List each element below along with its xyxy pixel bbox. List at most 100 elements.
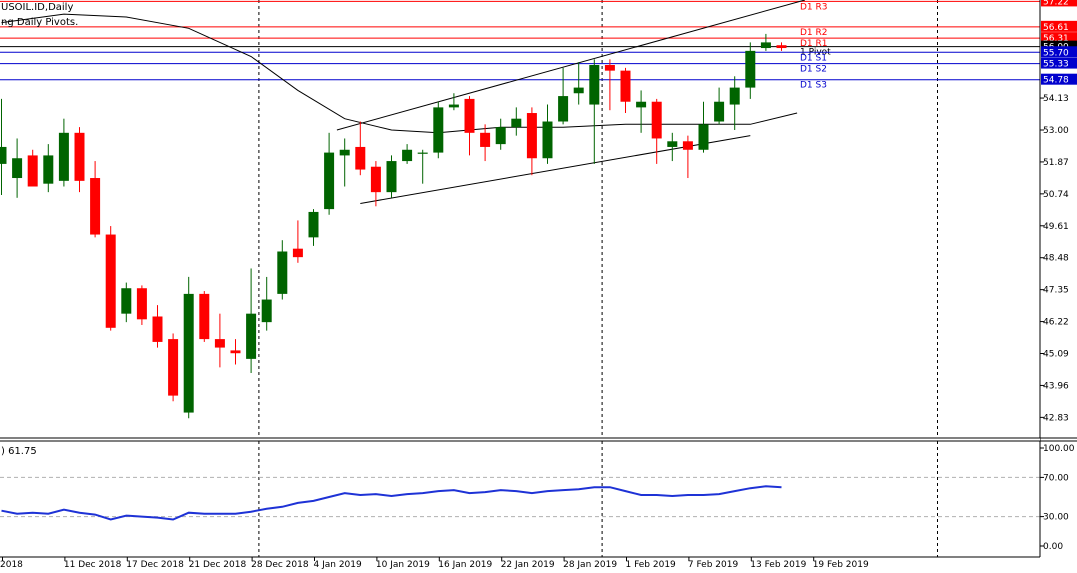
pivot-label: D1 R3 xyxy=(800,2,828,12)
sub-y-tick-label: 0.00 xyxy=(1043,542,1063,552)
candle xyxy=(589,59,600,164)
candle-body xyxy=(464,98,475,133)
x-tick-label: 11 Dec 2018 xyxy=(64,560,122,570)
candle-body xyxy=(604,64,615,71)
pivot-label: D1 R2 xyxy=(800,28,828,38)
y-tick-label: 46.22 xyxy=(1043,318,1069,328)
y-tick-label: 50.74 xyxy=(1043,190,1069,200)
candle xyxy=(682,135,693,179)
candle xyxy=(745,42,756,99)
indicator-title: ng Daily Pivots. xyxy=(1,17,79,28)
candle xyxy=(464,96,475,156)
candle xyxy=(292,220,303,263)
candle-body xyxy=(12,158,23,179)
pivot-badge-label: 57.22 xyxy=(1043,0,1069,7)
y-tick-label: 47.35 xyxy=(1043,286,1069,296)
subwindow-title: ) 61.75 xyxy=(1,446,37,457)
candle-body xyxy=(714,101,725,122)
candle xyxy=(714,87,725,125)
x-tick-label: 21 Dec 2018 xyxy=(189,560,247,570)
x-tick-label: 2018 xyxy=(0,560,23,570)
candle xyxy=(776,42,787,51)
pivot-label: D1 S3 xyxy=(800,81,827,91)
candle xyxy=(152,305,163,348)
pivot-label: D1 R1 xyxy=(800,39,828,49)
candle xyxy=(90,161,101,238)
candle xyxy=(105,226,116,331)
candle-body xyxy=(105,234,116,328)
candle-body xyxy=(511,118,522,128)
candle-body xyxy=(667,141,678,147)
candle xyxy=(604,59,615,111)
candle-body xyxy=(558,96,569,122)
candle-body xyxy=(776,45,787,49)
pivot-badge xyxy=(1041,0,1077,7)
candle-body xyxy=(339,149,350,156)
candle-body xyxy=(136,288,147,320)
candle-body xyxy=(152,316,163,342)
candle xyxy=(214,313,225,368)
candle-body xyxy=(261,299,272,323)
x-tick-label: 7 Feb 2019 xyxy=(688,560,739,570)
x-tick-label: 10 Jan 2019 xyxy=(376,560,430,570)
x-tick-label: 28 Jan 2019 xyxy=(563,560,617,570)
candle-body xyxy=(433,107,444,153)
candle-body xyxy=(27,155,38,187)
oscillator-line xyxy=(1,485,782,521)
candle-body xyxy=(682,141,693,150)
candle xyxy=(636,90,647,133)
pivot-badge xyxy=(1041,57,1077,69)
pivot-badge-label: 55.70 xyxy=(1043,48,1069,58)
candle xyxy=(448,93,459,111)
candle-body xyxy=(698,124,709,150)
y-tick-label: 45.09 xyxy=(1043,350,1069,360)
candle-body xyxy=(448,104,459,108)
sub-y-tick-label: 100.00 xyxy=(1043,444,1075,454)
candle-body xyxy=(58,132,69,181)
candle-body xyxy=(292,248,303,258)
y-tick-label: 42.83 xyxy=(1043,413,1069,423)
candle-body xyxy=(168,339,179,396)
candle xyxy=(324,132,335,215)
candle-body xyxy=(277,251,288,294)
candle-body xyxy=(74,132,85,181)
candle-body xyxy=(43,155,54,184)
y-tick-label: 54.13 xyxy=(1043,94,1069,104)
candle xyxy=(43,144,54,193)
candle-body xyxy=(308,211,319,238)
candle xyxy=(12,138,23,198)
candle-body xyxy=(121,288,132,314)
y-tick-label: 53.00 xyxy=(1043,126,1069,136)
candle-body xyxy=(542,121,553,159)
pivot-badge-label: 55.33 xyxy=(1043,60,1069,70)
x-tick-label: 28 Dec 2018 xyxy=(251,560,309,570)
pivot-badge xyxy=(1041,20,1077,32)
moving-average-line xyxy=(1,13,798,134)
candle xyxy=(651,98,662,164)
candle xyxy=(495,118,506,150)
candle xyxy=(760,33,771,51)
candle xyxy=(339,138,350,187)
candle xyxy=(261,276,272,331)
candle-body xyxy=(729,87,740,105)
candle xyxy=(121,282,132,323)
candle-body xyxy=(199,293,210,340)
candle xyxy=(199,291,210,342)
pivot-badge xyxy=(1041,73,1077,85)
candle xyxy=(480,124,491,162)
candle-body xyxy=(745,50,756,88)
candle xyxy=(526,107,537,176)
x-tick-label: 4 Jan 2019 xyxy=(314,560,362,570)
candle-body xyxy=(370,166,381,193)
sub-y-tick-label: 30.00 xyxy=(1043,513,1069,523)
candle xyxy=(386,155,397,198)
oscillator-panel xyxy=(0,441,1040,557)
candle-body xyxy=(495,127,506,145)
candle xyxy=(729,76,740,130)
pivot-badge-label: 54.78 xyxy=(1043,76,1069,86)
candle xyxy=(370,161,381,207)
candle-body xyxy=(386,161,397,193)
candle xyxy=(402,144,413,164)
pivot-label: D1 S2 xyxy=(800,65,827,75)
